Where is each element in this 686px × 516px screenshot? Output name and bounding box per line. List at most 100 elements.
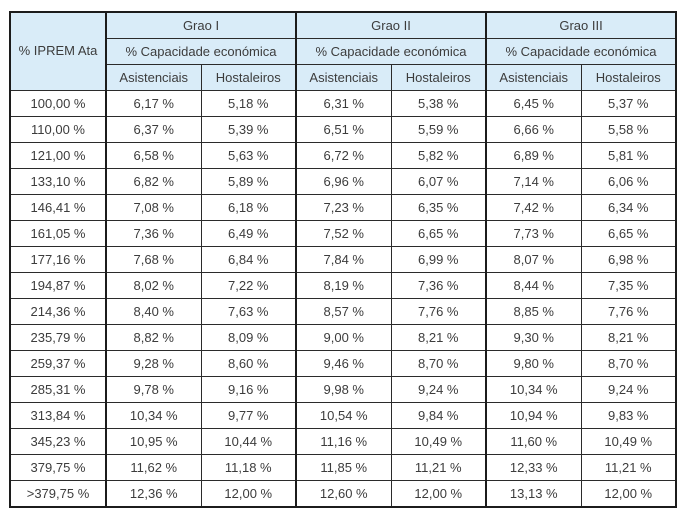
capacity-value-cell: 9,30 % (485, 324, 582, 351)
capacity-value-cell: 12,00 % (580, 480, 677, 508)
capacity-value-cell: 6,34 % (580, 194, 677, 221)
capacity-value-cell: 11,85 % (295, 454, 392, 481)
header-row-grao: % IPREM Ata Grao I Grao II Grao III (9, 11, 677, 91)
capacity-value-cell: 6,99 % (390, 246, 487, 273)
iprem-value-cell: 259,37 % (9, 350, 107, 377)
table-row: 235,79 % 8,82 % 8,09 % 9,00 % 8,21 % 9,30 % 8,… (9, 324, 677, 351)
capacity-value-cell: 7,23 % (295, 194, 392, 221)
table-row: 177,16 % 7,68 % 6,84 % 7,84 % 6,99 % 8,07 % 6,… (9, 246, 677, 273)
capacity-value-cell: 8,40 % (105, 298, 202, 325)
capacity-value-cell: 6,65 % (580, 220, 677, 247)
capacity-value-cell: 7,84 % (295, 246, 392, 273)
capacity-value-cell: 6,51 % (295, 116, 392, 143)
table-row: 285,31 % 9,78 % 9,16 % 9,98 % 9,24 % 10,34 % 9… (9, 376, 677, 403)
capacity-value-cell: 11,16 % (295, 428, 392, 455)
capacity-value-cell: 7,36 % (390, 272, 487, 299)
iprem-value-cell: 110,00 % (9, 116, 107, 143)
iprem-value-cell: 345,23 % (9, 428, 107, 455)
capacity-value-cell: 5,58 % (580, 116, 677, 143)
capacity-value-cell: 6,98 % (580, 246, 677, 273)
header-hostaleiros-grao-3: Hostaleiros (580, 64, 677, 91)
table-row: 313,84 % 10,34 % 9,77 % 10,54 % 9,84 % 10,94 … (9, 402, 677, 429)
table-row: 379,75 % 11,62 % 11,18 % 11,85 % 11,21 % 12,3… (9, 454, 677, 481)
capacity-value-cell: 10,34 % (105, 402, 202, 429)
table-header: % IPREM Ata Grao I Grao II Grao III % Ca… (9, 11, 677, 91)
capacity-value-cell: 8,70 % (390, 350, 487, 377)
iprem-value-cell: 177,16 % (9, 246, 107, 273)
iprem-value-cell: 379,75 % (9, 454, 107, 481)
capacity-value-cell: 6,45 % (485, 90, 582, 117)
capacity-value-cell: 7,52 % (295, 220, 392, 247)
capacity-value-cell: 13,13 % (485, 480, 582, 508)
iprem-value-cell: 133,10 % (9, 168, 107, 195)
capacity-value-cell: 7,63 % (200, 298, 297, 325)
header-grao-3: Grao III (484, 11, 677, 39)
capacity-value-cell: 9,78 % (105, 376, 202, 403)
capacity-value-cell: 6,65 % (390, 220, 487, 247)
header-grao-2: Grao II (295, 11, 487, 39)
header-hostaleiros-grao-2: Hostaleiros (390, 64, 487, 91)
capacity-value-cell: 12,33 % (485, 454, 582, 481)
capacity-value-cell: 6,37 % (105, 116, 202, 143)
capacity-value-cell: 9,84 % (390, 402, 487, 429)
iprem-value-cell: 121,00 % (9, 142, 107, 169)
capacity-value-cell: 8,82 % (105, 324, 202, 351)
capacity-value-cell: 6,17 % (105, 90, 202, 117)
capacity-value-cell: 6,31 % (295, 90, 392, 117)
header-capacidade-grao-3: % Capacidade económica (484, 38, 677, 65)
capacity-value-cell: 8,85 % (485, 298, 582, 325)
capacity-value-cell: 6,72 % (295, 142, 392, 169)
capacity-value-cell: 5,38 % (390, 90, 487, 117)
capacity-value-cell: 8,09 % (200, 324, 297, 351)
iprem-value-cell: 100,00 % (9, 90, 107, 117)
header-row-subcolumns: Asistenciais Hostaleiros Asistenciais Ho… (10, 64, 677, 91)
table-row: 133,10 % 6,82 % 5,89 % 6,96 % 6,07 % 7,14 % 6,… (9, 168, 677, 195)
header-grao-1: Grao I (105, 11, 297, 39)
capacity-value-cell: 5,89 % (200, 168, 297, 195)
capacity-value-cell: 9,24 % (580, 376, 677, 403)
capacity-value-cell: 7,36 % (105, 220, 202, 247)
capacity-value-cell: 7,22 % (200, 272, 297, 299)
capacity-value-cell: 9,00 % (295, 324, 392, 351)
header-hostaleiros-grao-1: Hostaleiros (200, 64, 297, 91)
capacity-value-cell: 6,58 % (105, 142, 202, 169)
corner-header-iprem: % IPREM Ata (9, 11, 107, 91)
iprem-value-cell: >379,75 % (9, 480, 107, 508)
capacity-value-cell: 12,00 % (390, 480, 487, 508)
header-capacidade-grao-1: % Capacidade económica (105, 38, 297, 65)
capacity-value-cell: 7,08 % (105, 194, 202, 221)
capacity-value-cell: 6,18 % (200, 194, 297, 221)
table-row: 161,05 % 7,36 % 6,49 % 7,52 % 6,65 % 7,73 % 6,… (9, 220, 677, 247)
capacity-value-cell: 6,49 % (200, 220, 297, 247)
capacity-value-cell: 7,42 % (485, 194, 582, 221)
capacity-value-cell: 10,54 % (295, 402, 392, 429)
capacity-value-cell: 6,89 % (485, 142, 582, 169)
capacity-value-cell: 8,44 % (485, 272, 582, 299)
capacity-value-cell: 8,70 % (580, 350, 677, 377)
capacity-value-cell: 6,07 % (390, 168, 487, 195)
table-row: >379,75 % 12,36 % 12,00 % 12,60 % 12,00 % 13,… (9, 480, 677, 508)
iprem-value-cell: 285,31 % (9, 376, 107, 403)
capacity-value-cell: 11,60 % (485, 428, 582, 455)
table-body: 100,00 % 6,17 % 5,18 % 6,31 % 5,38 % 6,45 % 5,… (9, 90, 677, 508)
table-row: 259,37 % 9,28 % 8,60 % 9,46 % 8,70 % 9,80 % 8,… (9, 350, 677, 377)
capacity-value-cell: 5,39 % (200, 116, 297, 143)
capacity-value-cell: 9,98 % (295, 376, 392, 403)
capacity-value-cell: 8,02 % (105, 272, 202, 299)
capacity-value-cell: 8,57 % (295, 298, 392, 325)
capacity-value-cell: 12,00 % (200, 480, 297, 508)
capacity-value-cell: 8,07 % (485, 246, 582, 273)
iprem-value-cell: 146,41 % (9, 194, 107, 221)
table-row: 146,41 % 7,08 % 6,18 % 7,23 % 6,35 % 7,42 % 6,… (9, 194, 677, 221)
capacity-value-cell: 9,77 % (200, 402, 297, 429)
capacity-value-cell: 9,16 % (200, 376, 297, 403)
table-row: 110,00 % 6,37 % 5,39 % 6,51 % 5,59 % 6,66 % 5,… (9, 116, 677, 143)
header-capacidade-grao-2: % Capacidade económica (295, 38, 487, 65)
capacity-value-cell: 9,46 % (295, 350, 392, 377)
capacity-value-cell: 7,76 % (390, 298, 487, 325)
table-row: 345,23 % 10,95 % 10,44 % 11,16 % 10,49 % 11,6… (9, 428, 677, 455)
iprem-value-cell: 214,36 % (9, 298, 107, 325)
capacity-value-cell: 7,35 % (580, 272, 677, 299)
capacity-value-cell: 10,94 % (485, 402, 582, 429)
